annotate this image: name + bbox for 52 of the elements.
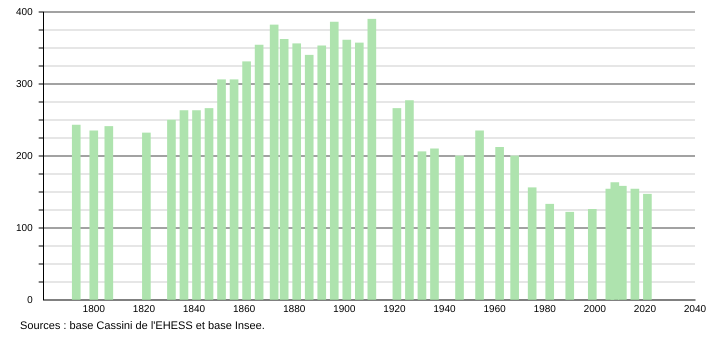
bar <box>528 187 536 300</box>
x-tick-label: 2040 <box>684 304 707 315</box>
y-tick-label: 400 <box>16 6 34 18</box>
bar <box>630 188 640 300</box>
bar <box>368 18 376 300</box>
bar <box>167 120 176 300</box>
bar <box>495 147 504 300</box>
bar <box>565 212 574 300</box>
x-tick-label: 1880 <box>283 304 306 315</box>
bar <box>510 156 519 300</box>
bar <box>204 108 214 300</box>
x-tick-label: 2020 <box>634 304 656 315</box>
y-tick-label: 300 <box>16 78 34 90</box>
bar <box>104 126 114 300</box>
bar <box>342 40 352 300</box>
bar <box>304 54 314 300</box>
bar <box>217 79 226 300</box>
bar <box>588 208 597 300</box>
bar <box>254 44 264 300</box>
bar <box>430 148 439 300</box>
x-tick-label: 1800 <box>82 304 106 315</box>
x-tick-label: 1980 <box>534 304 556 315</box>
bar <box>643 194 652 300</box>
y-tick-label: 0 <box>27 294 34 306</box>
x-tick-label: 1940 <box>433 304 456 315</box>
bar <box>142 132 151 300</box>
bar <box>545 204 554 300</box>
bar <box>392 108 402 300</box>
y-tick-label: 100 <box>16 222 34 234</box>
x-tick-label: 1960 <box>483 304 506 315</box>
bar <box>230 79 238 300</box>
bar <box>192 110 201 300</box>
bar <box>89 130 98 300</box>
x-tick-label: 1920 <box>383 304 406 315</box>
x-tick-label: 1900 <box>333 304 356 315</box>
x-tick-label: 2000 <box>584 304 606 315</box>
bar <box>418 151 426 300</box>
bar <box>292 43 302 300</box>
bar <box>180 110 188 300</box>
bar <box>242 61 251 300</box>
bar <box>317 46 326 300</box>
source-note: Sources : base Cassini de l'EHESS et base Insee. <box>20 320 265 332</box>
bar <box>354 42 364 300</box>
x-tick-label: 1860 <box>232 304 256 315</box>
x-tick-label: 1840 <box>182 304 206 315</box>
y-tick-label: 200 <box>16 150 34 162</box>
x-tick-label: 1820 <box>132 304 156 315</box>
bar <box>330 22 339 300</box>
bar <box>72 124 81 300</box>
bar <box>475 130 484 300</box>
bar <box>405 100 414 300</box>
bar <box>455 156 464 300</box>
